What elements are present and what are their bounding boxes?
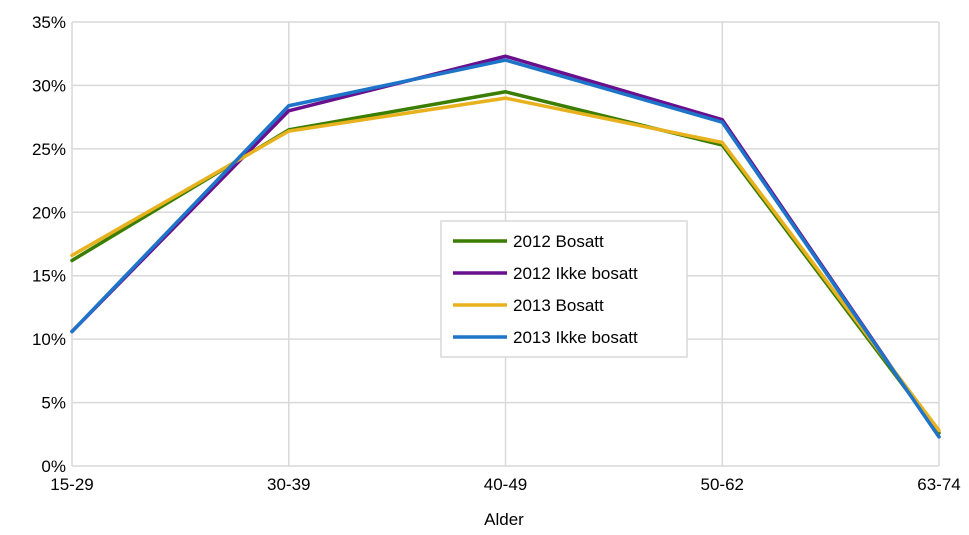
x-tick-label: 15-29 (50, 475, 93, 494)
legend-entry-label: 2013 Bosatt (513, 296, 604, 315)
y-tick-label: 25% (32, 140, 66, 159)
x-axis-tick-labels: 15-29 30-39 40-49 50-62 63-74 (50, 475, 960, 494)
y-tick-label: 5% (41, 394, 66, 413)
y-tick-label: 10% (32, 330, 66, 349)
y-axis-tick-labels: 0% 5% 10% 15% 20% 25% 30% 35% (32, 13, 66, 476)
legend-box (440, 220, 688, 358)
legend: 2012 Bosatt 2012 Ikke bosatt 2013 Bosatt 20… (440, 220, 688, 358)
x-tick-label: 40-49 (484, 475, 527, 494)
x-tick-label: 63-74 (917, 475, 960, 494)
x-tick-label: 30-39 (267, 475, 310, 494)
legend-entry-label: 2012 Bosatt (513, 232, 604, 251)
series-lines (70, 54, 941, 439)
grid-lines (71, 21, 940, 467)
legend-entry-label: 2012 Ikke bosatt (513, 264, 638, 283)
x-axis-title: Alder (484, 510, 524, 529)
y-tick-label: 15% (32, 267, 66, 286)
y-tick-label: 20% (32, 203, 66, 222)
series-line (70, 58, 941, 439)
y-tick-label: 0% (41, 457, 66, 476)
series-line (70, 96, 941, 433)
y-tick-label: 30% (32, 76, 66, 95)
y-tick-label: 35% (32, 13, 66, 32)
legend-entry-label: 2013 Ikke bosatt (513, 328, 638, 347)
x-tick-label: 50-62 (701, 475, 744, 494)
